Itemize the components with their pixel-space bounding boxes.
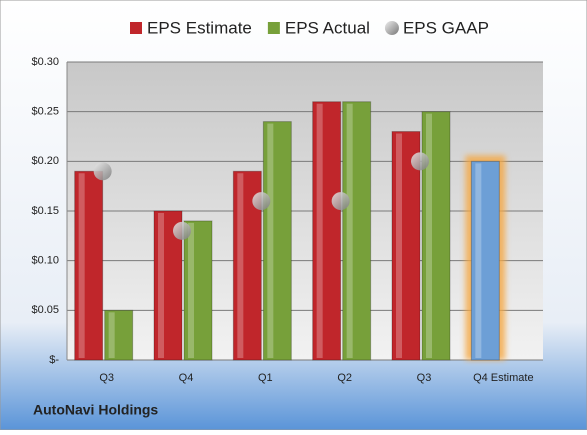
y-tick-label: $0.15 [31,205,59,217]
bar-shine [316,103,323,358]
bar-shine [396,133,402,358]
gaap-marker [173,221,191,240]
legend-swatch [267,22,280,34]
legend-swatch [384,21,399,35]
bar [104,309,134,361]
gaap-marker [411,152,429,171]
y-tick-label: $0.30 [31,56,59,68]
bar [391,131,421,361]
bar-shine [188,222,194,358]
gaap-marker [93,162,112,181]
x-tick-label: Q4 Estimate [473,372,534,384]
bar [262,121,292,361]
y-tick-label: $0.20 [31,155,59,167]
bar-shine [78,173,85,358]
legend-label: EPS GAAP [403,18,489,37]
bar-shine [346,103,353,358]
bar [421,111,451,361]
bar-shine [108,312,115,358]
bar [470,160,500,361]
gaap-marker [331,192,350,211]
bar-shine [267,123,274,358]
legend-label: EPS Estimate [147,18,252,37]
bar-shine [426,113,432,359]
bar [312,101,342,361]
y-tick-label: $0.25 [31,106,59,118]
legend-swatch [130,22,142,34]
bar-shine [237,173,244,358]
bar-shine [475,163,482,358]
chart-title: AutoNavi Holdings [33,402,158,418]
bar [183,220,213,361]
x-tick-label: Q3 [99,372,114,384]
x-tick-label: Q4 [179,372,194,384]
y-tick-label: $- [49,354,59,366]
bar-shine [158,213,164,358]
legend: EPS Estimate EPS Actual EPS GAAP [130,18,489,37]
x-tick-label: Q3 [417,372,432,384]
x-tick-label: Q2 [337,372,352,384]
y-tick-label: $0.10 [31,255,59,267]
bar [74,170,104,361]
x-tick-label: Q1 [258,372,273,384]
bar [342,101,372,361]
y-tick-label: $0.05 [31,304,59,316]
legend-label: EPS Actual [285,18,370,37]
gaap-marker [252,192,271,211]
